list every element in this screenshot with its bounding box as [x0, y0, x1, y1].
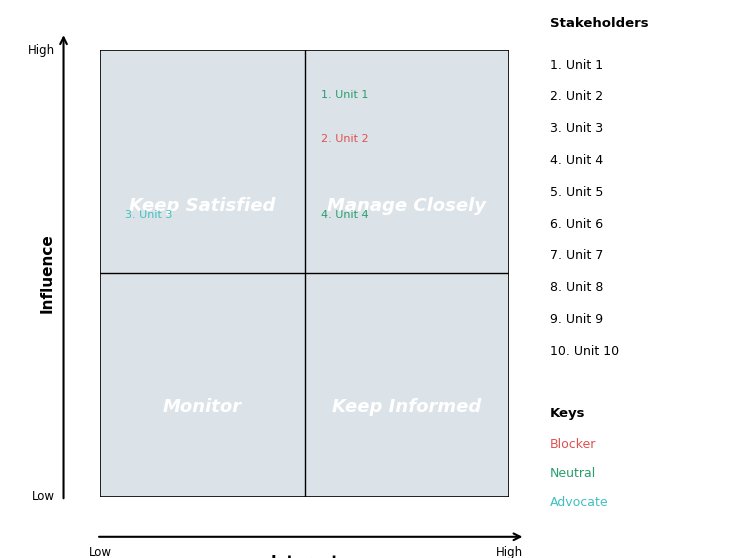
Text: 8. Unit 8: 8. Unit 8: [550, 281, 603, 294]
Text: Monitor: Monitor: [163, 398, 242, 416]
Text: 6. Unit 6: 6. Unit 6: [550, 218, 603, 230]
Text: 3. Unit 3: 3. Unit 3: [125, 210, 172, 220]
Bar: [100, 273, 305, 497]
Text: Keep Satisfied: Keep Satisfied: [129, 198, 276, 215]
Text: 10. Unit 10: 10. Unit 10: [550, 345, 619, 358]
Bar: [305, 273, 509, 497]
Bar: [100, 50, 305, 273]
Text: Keys: Keys: [550, 407, 585, 420]
Text: Interest: Interest: [270, 555, 339, 558]
Text: Neutral: Neutral: [550, 467, 596, 480]
Text: Low: Low: [89, 546, 111, 558]
Text: 4. Unit 4: 4. Unit 4: [321, 210, 369, 220]
Text: Influence: Influence: [39, 234, 55, 313]
Text: High: High: [28, 44, 56, 57]
Text: 1. Unit 1: 1. Unit 1: [321, 90, 369, 100]
Text: 9. Unit 9: 9. Unit 9: [550, 313, 603, 326]
Text: 2. Unit 2: 2. Unit 2: [321, 134, 369, 145]
Text: Manage Closely: Manage Closely: [328, 198, 486, 215]
Text: Blocker: Blocker: [550, 438, 596, 451]
Text: Stakeholders: Stakeholders: [550, 17, 649, 30]
Bar: [305, 50, 509, 273]
Text: 4. Unit 4: 4. Unit 4: [550, 154, 603, 167]
Text: High: High: [496, 546, 522, 558]
Text: Keep Informed: Keep Informed: [332, 398, 481, 416]
Text: 1. Unit 1: 1. Unit 1: [550, 59, 603, 71]
Text: Low: Low: [33, 490, 56, 503]
Text: 3. Unit 3: 3. Unit 3: [550, 122, 603, 135]
Text: Advocate: Advocate: [550, 496, 609, 509]
Text: 2. Unit 2: 2. Unit 2: [550, 90, 603, 103]
Text: 7. Unit 7: 7. Unit 7: [550, 249, 603, 262]
Text: 5. Unit 5: 5. Unit 5: [550, 186, 603, 199]
